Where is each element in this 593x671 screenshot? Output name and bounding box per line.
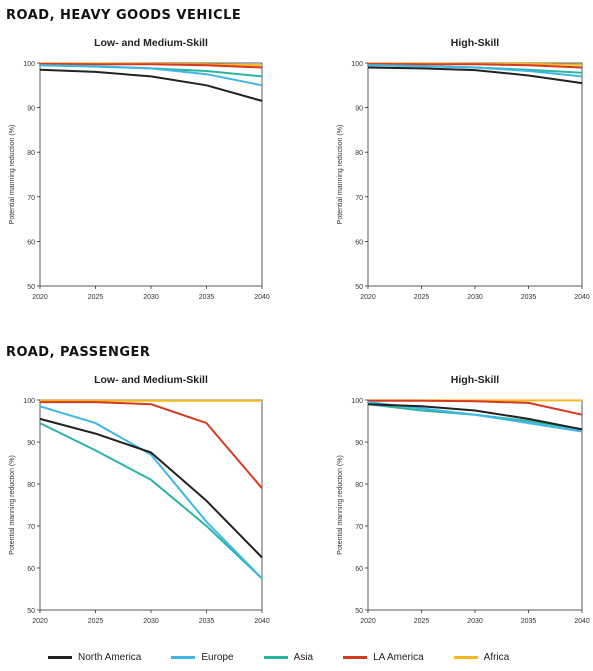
- y-tick-label: 60: [355, 239, 363, 246]
- x-tick-label: 2035: [521, 618, 537, 625]
- legend-item-europe: Europe: [171, 652, 234, 663]
- legend-swatch-north-america: [48, 656, 72, 659]
- x-tick-label: 2025: [414, 294, 430, 301]
- series-line-asia: [39, 422, 263, 580]
- series-line-north-america: [39, 417, 263, 559]
- chart-title: High-Skill: [451, 374, 500, 386]
- y-tick-label: 70: [27, 195, 35, 202]
- legend-label: Asia: [293, 652, 314, 663]
- legend-item-asia: Asia: [263, 652, 314, 663]
- x-tick-label: 2030: [143, 618, 159, 625]
- series-line-la-america: [368, 399, 583, 416]
- legend-swatch-europe: [171, 656, 196, 659]
- y-axis-label: Potential manning reduction (%): [9, 455, 16, 555]
- series-line-europe: [39, 64, 263, 87]
- x-tick-label: 2020: [360, 618, 376, 625]
- x-tick-label: 2025: [414, 618, 430, 625]
- x-tick-label: 2030: [467, 618, 483, 625]
- legend-item-north-america: North America: [48, 652, 141, 663]
- legend-label: LA America: [373, 652, 424, 663]
- section-title: ROAD, PASSENGER: [6, 345, 151, 360]
- series-line-europe: [367, 64, 583, 78]
- section-title: ROAD, HEAVY GOODS VEHICLE: [6, 8, 242, 23]
- y-tick-label: 60: [27, 566, 35, 573]
- legend-swatch-la-america: [343, 656, 368, 659]
- y-tick-label: 80: [27, 482, 35, 489]
- x-tick-label: 2030: [467, 294, 483, 301]
- y-tick-label: 60: [355, 566, 363, 573]
- y-tick-label: 60: [27, 239, 35, 246]
- chart-title: Low- and Medium-Skill: [94, 37, 208, 49]
- y-tick-label: 70: [27, 524, 35, 531]
- legend-swatch-africa: [453, 656, 478, 659]
- plot-frame: [39, 62, 263, 287]
- y-tick-label: 80: [355, 482, 363, 489]
- chart-panel: High-Skill 50 60 70 80 90 100 2020 2025 2030 2035 2…: [337, 37, 590, 301]
- y-axis-label: Potential manning reduction (%): [337, 455, 344, 555]
- legend-label: Europe: [201, 652, 234, 663]
- x-tick-label: 2035: [521, 294, 537, 301]
- y-tick-label: 100: [351, 398, 363, 405]
- y-tick-label: 50: [27, 284, 35, 291]
- legend-swatch-asia: [263, 656, 288, 659]
- y-tick-label: 90: [355, 106, 363, 113]
- series-line-north-america: [367, 403, 583, 431]
- x-tick-label: 2030: [143, 294, 159, 301]
- x-tick-label: 2020: [360, 294, 376, 301]
- y-tick-label: 100: [23, 61, 35, 68]
- chart-title: High-Skill: [451, 37, 500, 49]
- y-tick-label: 100: [351, 61, 363, 68]
- x-tick-label: 2035: [199, 294, 215, 301]
- chart-panel: High-Skill 50 60 70 80 90 100 2020 2025 2030 2035 2…: [337, 374, 590, 625]
- legend: North America Europe Asia LA America Afr…: [48, 652, 509, 663]
- y-axis-label: Potential manning reduction (%): [9, 125, 16, 225]
- x-tick-label: 2040: [254, 294, 270, 301]
- plot-frame: [367, 399, 583, 611]
- x-tick-label: 2040: [574, 618, 590, 625]
- series-line-europe: [39, 405, 263, 580]
- legend-label: North America: [78, 652, 142, 663]
- y-tick-label: 50: [27, 608, 35, 615]
- chart-title: Low- and Medium-Skill: [94, 374, 208, 386]
- series-line-north-america: [39, 68, 263, 102]
- y-tick-label: 80: [27, 150, 35, 157]
- x-tick-label: 2035: [199, 618, 215, 625]
- y-tick-label: 90: [27, 106, 35, 113]
- y-tick-label: 50: [355, 284, 363, 291]
- x-tick-label: 2040: [254, 618, 270, 625]
- x-tick-label: 2020: [32, 294, 48, 301]
- chart-panel: Low- and Medium-Skill 50 60 70 80 90 100 2020 20…: [9, 37, 270, 301]
- plot-frame: [39, 399, 263, 611]
- series-line-europe: [367, 401, 583, 433]
- x-tick-label: 2020: [32, 618, 48, 625]
- series-line-la-america: [367, 62, 583, 69]
- series-line-la-america: [40, 401, 263, 489]
- y-tick-label: 50: [355, 608, 363, 615]
- y-tick-label: 70: [355, 524, 363, 531]
- y-tick-label: 100: [23, 398, 35, 405]
- series-line-north-america: [367, 66, 583, 85]
- legend-item-la-america: LA America: [343, 652, 424, 663]
- y-tick-label: 70: [355, 195, 363, 202]
- plot-frame: [367, 62, 583, 287]
- legend-item-africa: Africa: [453, 652, 510, 663]
- x-tick-label: 2025: [88, 294, 104, 301]
- legend-label: Africa: [483, 652, 510, 663]
- charts-canvas: Low- and Medium-Skill 50 60 70 80 90 100 2020 20…: [9, 37, 590, 625]
- y-tick-label: 90: [27, 440, 35, 447]
- chart-panel: Low- and Medium-Skill 50 60 70 80 90 100 2020 20…: [9, 374, 270, 625]
- series-line-la-america: [39, 62, 263, 69]
- x-tick-label: 2025: [88, 618, 104, 625]
- y-tick-label: 80: [355, 150, 363, 157]
- x-tick-label: 2040: [574, 294, 590, 301]
- y-tick-label: 90: [355, 440, 363, 447]
- y-axis-label: Potential manning reduction (%): [337, 125, 344, 225]
